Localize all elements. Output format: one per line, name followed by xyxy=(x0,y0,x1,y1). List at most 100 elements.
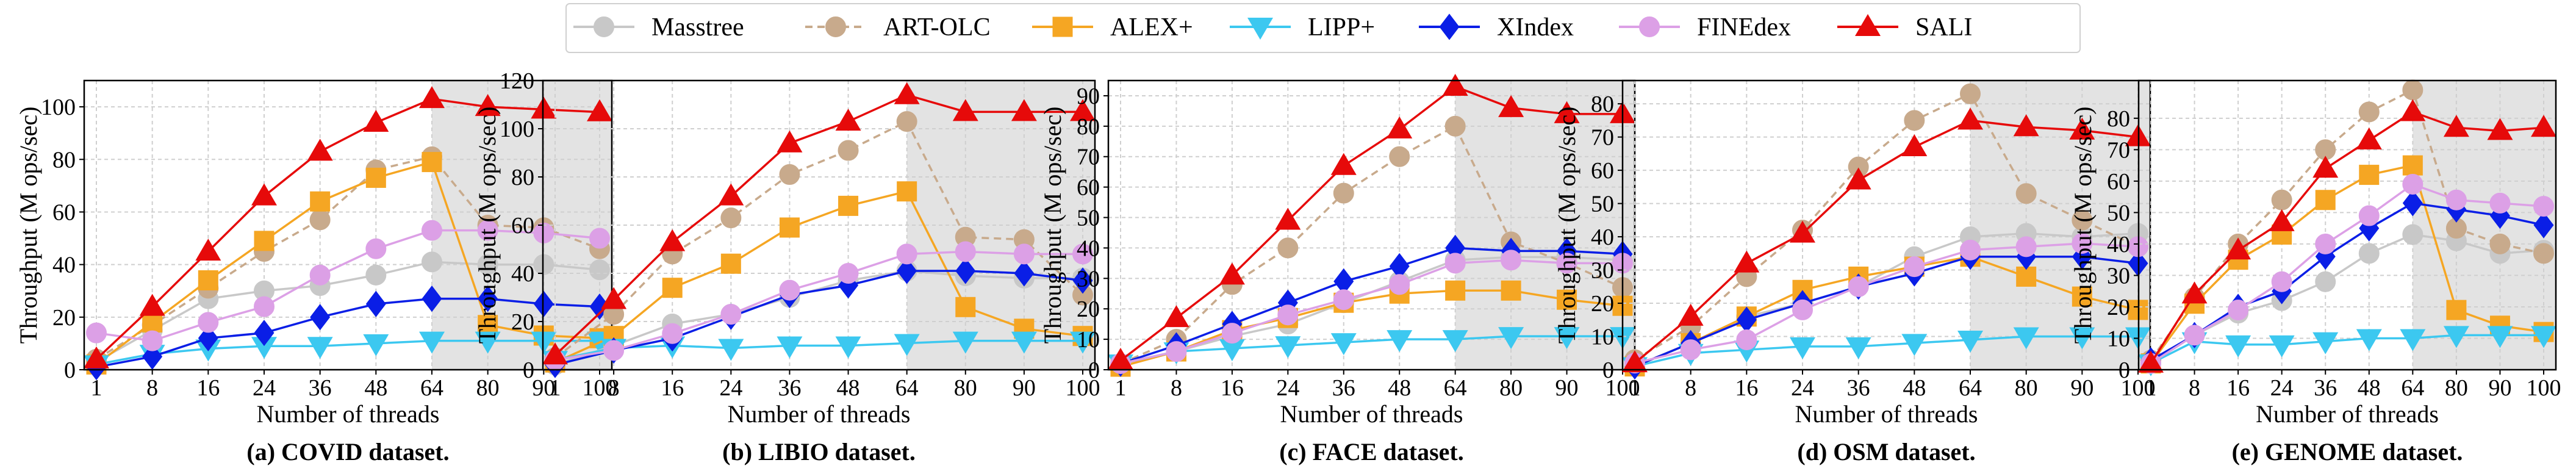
point-sali xyxy=(659,229,686,251)
x-tick-label: 24 xyxy=(1791,375,1814,401)
point-xindex xyxy=(589,293,610,320)
point-lipp xyxy=(1011,331,1037,354)
legend: Masstree ART-OLC ALEX+ LIPP+ XIndex FINEdex SA… xyxy=(565,3,2081,53)
y-tick-label: 60 xyxy=(52,200,76,225)
series-line-masstree xyxy=(2150,233,2544,365)
series-line-lipp xyxy=(1120,335,1623,365)
y-tick-label: 60 xyxy=(1077,175,1100,201)
x-axis-label: Number of threads xyxy=(1280,400,1463,428)
point-xindex xyxy=(1333,268,1354,295)
point-lipp xyxy=(1901,334,1928,356)
point-lipp xyxy=(1442,330,1468,353)
y-tick-label: 0 xyxy=(523,358,534,383)
point-sali xyxy=(1163,305,1189,328)
series-line-art-olc xyxy=(554,120,1084,359)
point-finedex xyxy=(838,263,859,284)
point-sali xyxy=(601,287,627,309)
point-lipp xyxy=(475,331,501,354)
chart-5: 0 10 20 30 40 50 60 70 80 1 8 16 24 36 48 64 80 90 100 Thro… xyxy=(2069,79,2561,466)
point-finedex xyxy=(2489,192,2511,214)
y-tick-label: 40 xyxy=(52,253,76,278)
point-finedex xyxy=(1501,250,1522,271)
x-tick-label: 8 xyxy=(608,375,620,401)
x-tick-label: 64 xyxy=(1959,375,1982,401)
point-finedex xyxy=(2315,233,2336,254)
x-tick-label: 16 xyxy=(661,375,684,401)
x-tick-label: 100 xyxy=(583,375,617,401)
x-tick-label: 48 xyxy=(1903,375,1926,401)
series-line-finedex xyxy=(2150,183,2544,365)
y-tick-label: 100 xyxy=(41,95,76,120)
x-tick-label: 16 xyxy=(196,375,220,401)
plot-frame xyxy=(542,79,1096,371)
legend-marker-sali xyxy=(1855,14,1881,36)
series-line-xindex xyxy=(554,270,1083,366)
chart-caption: (e) GENOME dataset. xyxy=(2232,438,2463,466)
point-alex xyxy=(365,167,386,188)
legend-entry-alex: ALEX+ xyxy=(1032,13,1193,41)
y-tick-label: 50 xyxy=(2107,200,2130,226)
series-line-alex xyxy=(1120,289,1623,368)
x-tick-label: 48 xyxy=(837,375,860,401)
point-sali xyxy=(307,138,333,161)
y-tick-label: 20 xyxy=(52,305,76,331)
point-xindex xyxy=(1389,253,1410,279)
point-lipp xyxy=(2400,329,2426,351)
chart-caption: (b) LIBIO dataset. xyxy=(722,438,916,466)
series-finedex xyxy=(2140,174,2554,374)
point-alex xyxy=(2016,266,2037,287)
series-line-sali xyxy=(1119,85,1623,362)
point-xindex xyxy=(2489,202,2510,229)
point-finedex xyxy=(2184,325,2205,346)
series-line-sali xyxy=(1634,119,2139,364)
point-finedex xyxy=(720,304,742,325)
legend-entry-sali: SALI xyxy=(1837,13,1972,41)
x-tick-label: 90 xyxy=(2070,375,2093,401)
point-finedex xyxy=(1072,243,1093,265)
point-xindex xyxy=(1736,306,1757,333)
point-art-olc xyxy=(2489,233,2511,254)
y-tick-label: 0 xyxy=(1602,358,1614,383)
legend-label-sali: SALI xyxy=(1915,13,1972,41)
y-tick-label: 50 xyxy=(1591,192,1614,217)
y-tick-label: 20 xyxy=(511,309,534,335)
x-axis-label: Number of threads xyxy=(2256,400,2439,428)
legend-marker-lipp xyxy=(1247,18,1273,40)
shaded-region xyxy=(432,81,612,370)
point-alex xyxy=(2315,190,2336,210)
point-alex xyxy=(1557,289,1577,310)
point-sali xyxy=(777,130,803,153)
point-lipp xyxy=(777,336,803,359)
x-tick-label: 48 xyxy=(2358,375,2381,401)
x-tick-label: 80 xyxy=(2015,375,2038,401)
legend-label-alex: ALEX+ xyxy=(1110,13,1193,41)
point-art-olc xyxy=(2072,209,2093,231)
y-tick-label: 60 xyxy=(511,213,534,239)
x-tick-label: 16 xyxy=(1221,375,1244,401)
point-sali xyxy=(531,96,557,119)
y-tick-label: 70 xyxy=(1077,145,1100,170)
point-masstree xyxy=(2315,271,2336,292)
point-xindex xyxy=(1277,289,1298,316)
y-tick-label: 30 xyxy=(1077,266,1100,292)
point-xindex xyxy=(897,257,917,284)
point-finedex xyxy=(2228,300,2249,321)
point-finedex xyxy=(2533,196,2554,217)
y-tick-label: 80 xyxy=(1077,114,1100,140)
point-xindex xyxy=(533,290,554,317)
point-finedex xyxy=(589,228,610,249)
point-sali xyxy=(2356,127,2382,149)
point-sali xyxy=(195,239,221,261)
x-tick-label: 16 xyxy=(1735,375,1758,401)
point-lipp xyxy=(1957,330,1983,353)
x-tick-label: 64 xyxy=(420,375,443,401)
point-alex xyxy=(897,181,917,202)
point-art-olc xyxy=(1333,182,1354,204)
x-tick-label: 90 xyxy=(1013,375,1036,401)
point-sali xyxy=(1845,167,1871,190)
x-tick-label: 1 xyxy=(1629,375,1641,401)
point-xindex xyxy=(365,290,386,317)
